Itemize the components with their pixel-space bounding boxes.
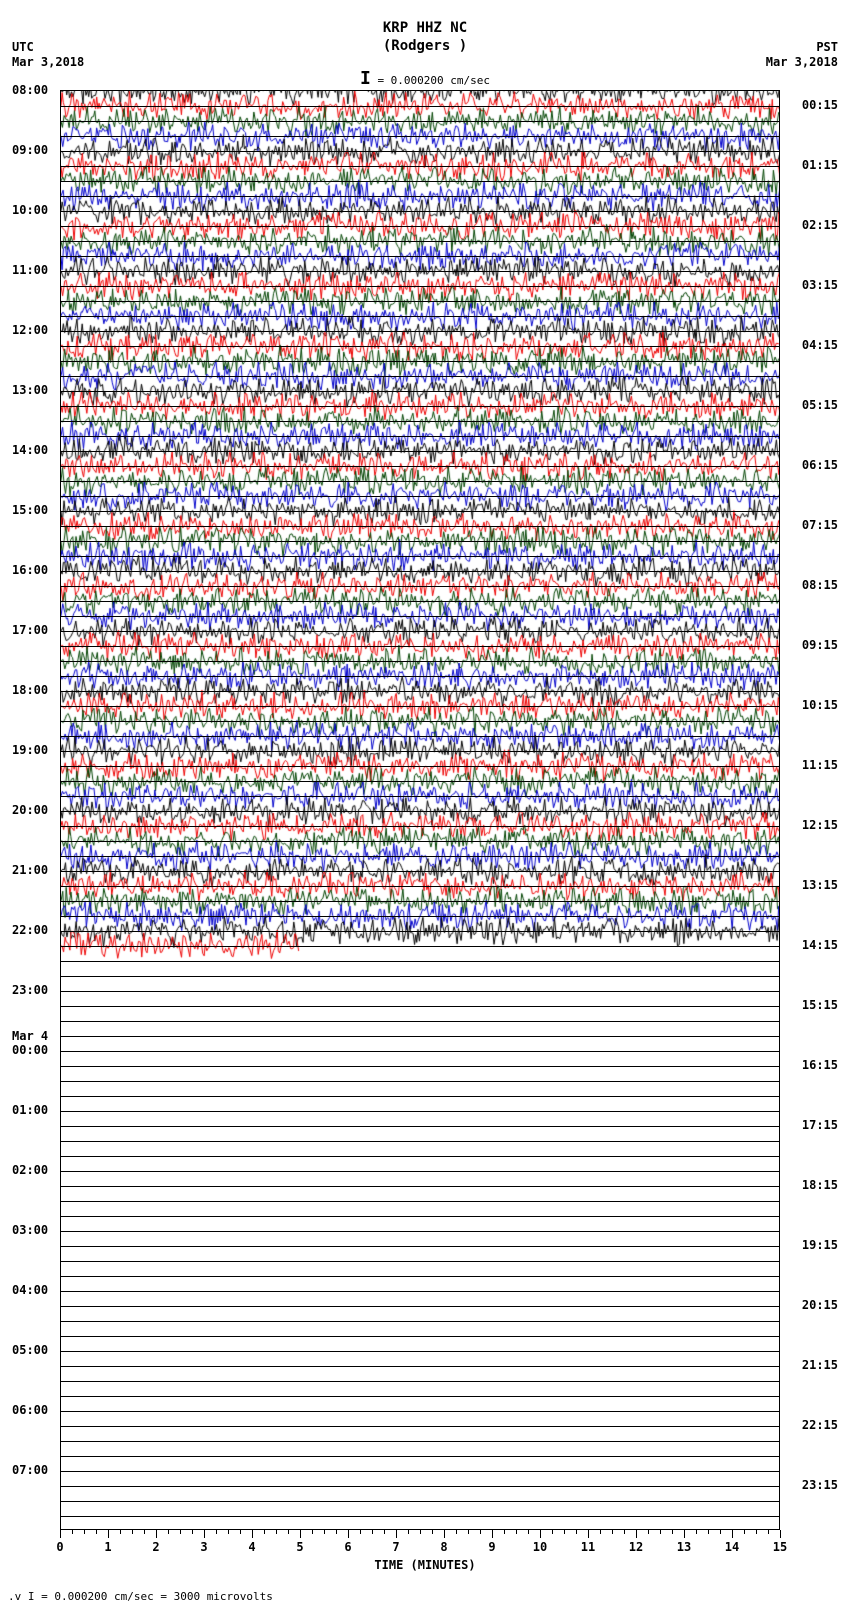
x-tick-label: 4 bbox=[248, 1540, 255, 1554]
pst-label: 12:15 bbox=[802, 818, 838, 832]
utc-label: 02:00 bbox=[12, 1163, 48, 1177]
utc-label: 16:00 bbox=[12, 563, 48, 577]
pst-label: 15:15 bbox=[802, 998, 838, 1012]
footer-value: = 0.000200 cm/sec = 3000 microvolts bbox=[41, 1590, 273, 1603]
pst-label: 09:15 bbox=[802, 638, 838, 652]
pst-label: 10:15 bbox=[802, 698, 838, 712]
date-right-label: Mar 3,2018 bbox=[766, 55, 838, 69]
pst-label: 19:15 bbox=[802, 1238, 838, 1252]
x-tick-label: 13 bbox=[677, 1540, 691, 1554]
scale-top-label: I = 0.000200 cm/sec bbox=[0, 68, 850, 89]
pst-label: 04:15 bbox=[802, 338, 838, 352]
x-tick-label: 11 bbox=[581, 1540, 595, 1554]
x-tick-label: 5 bbox=[296, 1540, 303, 1554]
x-tick-label: 8 bbox=[440, 1540, 447, 1554]
x-axis: 0123456789101112131415 bbox=[60, 1530, 780, 1560]
utc-label: 07:00 bbox=[12, 1463, 48, 1477]
helicorder-chart: KRP HHZ NC (Rodgers ) UTC PST Mar 3,2018… bbox=[0, 0, 850, 1613]
footer-scale: .v I = 0.000200 cm/sec = 3000 microvolts bbox=[8, 1590, 273, 1603]
tz-left-label: UTC bbox=[12, 40, 34, 54]
pst-label: 05:15 bbox=[802, 398, 838, 412]
pst-label: 21:15 bbox=[802, 1358, 838, 1372]
pst-label: 20:15 bbox=[802, 1298, 838, 1312]
utc-label: 22:00 bbox=[12, 923, 48, 937]
utc-label: 19:00 bbox=[12, 743, 48, 757]
pst-label: 07:15 bbox=[802, 518, 838, 532]
utc-label: 03:00 bbox=[12, 1223, 48, 1237]
x-tick-label: 0 bbox=[56, 1540, 63, 1554]
utc-label: 23:00 bbox=[12, 983, 48, 997]
utc-label: 11:00 bbox=[12, 263, 48, 277]
utc-label: 20:00 bbox=[12, 803, 48, 817]
plot-area bbox=[60, 90, 780, 1530]
utc-label: 10:00 bbox=[12, 203, 48, 217]
station-title-1: KRP HHZ NC bbox=[0, 20, 850, 36]
date-left-label: Mar 3,2018 bbox=[12, 55, 84, 69]
station-title-2: (Rodgers ) bbox=[0, 38, 850, 54]
pst-label: 22:15 bbox=[802, 1418, 838, 1432]
utc-label: 12:00 bbox=[12, 323, 48, 337]
pst-label: 01:15 bbox=[802, 158, 838, 172]
x-tick-label: 15 bbox=[773, 1540, 787, 1554]
pst-label: 06:15 bbox=[802, 458, 838, 472]
scale-value-top: = 0.000200 cm/sec bbox=[377, 74, 490, 87]
x-tick-label: 3 bbox=[200, 1540, 207, 1554]
utc-label: 13:00 bbox=[12, 383, 48, 397]
scale-marker: I bbox=[360, 68, 371, 89]
pst-label: 02:15 bbox=[802, 218, 838, 232]
pst-label: 00:15 bbox=[802, 98, 838, 112]
x-tick-label: 2 bbox=[152, 1540, 159, 1554]
pst-label: 03:15 bbox=[802, 278, 838, 292]
pst-label: 13:15 bbox=[802, 878, 838, 892]
x-tick-label: 1 bbox=[104, 1540, 111, 1554]
x-tick-label: 14 bbox=[725, 1540, 739, 1554]
utc-label: 09:00 bbox=[12, 143, 48, 157]
utc-label: 17:00 bbox=[12, 623, 48, 637]
footer-marker: .v I bbox=[8, 1590, 35, 1603]
utc-label: 06:00 bbox=[12, 1403, 48, 1417]
utc-label: 04:00 bbox=[12, 1283, 48, 1297]
pst-label: 14:15 bbox=[802, 938, 838, 952]
utc-label: 08:00 bbox=[12, 83, 48, 97]
pst-label: 16:15 bbox=[802, 1058, 838, 1072]
pst-label: 18:15 bbox=[802, 1178, 838, 1192]
utc-date-break: Mar 4 bbox=[12, 1029, 48, 1043]
x-tick-label: 12 bbox=[629, 1540, 643, 1554]
tz-right-label: PST bbox=[816, 40, 838, 54]
pst-label: 17:15 bbox=[802, 1118, 838, 1132]
pst-label: 11:15 bbox=[802, 758, 838, 772]
pst-label: 23:15 bbox=[802, 1478, 838, 1492]
x-tick-label: 7 bbox=[392, 1540, 399, 1554]
utc-label: 01:00 bbox=[12, 1103, 48, 1117]
pst-label: 08:15 bbox=[802, 578, 838, 592]
utc-label: 00:00 bbox=[12, 1043, 48, 1057]
utc-label: 05:00 bbox=[12, 1343, 48, 1357]
utc-label: 15:00 bbox=[12, 503, 48, 517]
utc-label: 14:00 bbox=[12, 443, 48, 457]
x-tick-label: 9 bbox=[488, 1540, 495, 1554]
utc-label: 21:00 bbox=[12, 863, 48, 877]
utc-label: 18:00 bbox=[12, 683, 48, 697]
x-tick-label: 6 bbox=[344, 1540, 351, 1554]
x-tick-label: 10 bbox=[533, 1540, 547, 1554]
x-axis-title: TIME (MINUTES) bbox=[0, 1558, 850, 1572]
